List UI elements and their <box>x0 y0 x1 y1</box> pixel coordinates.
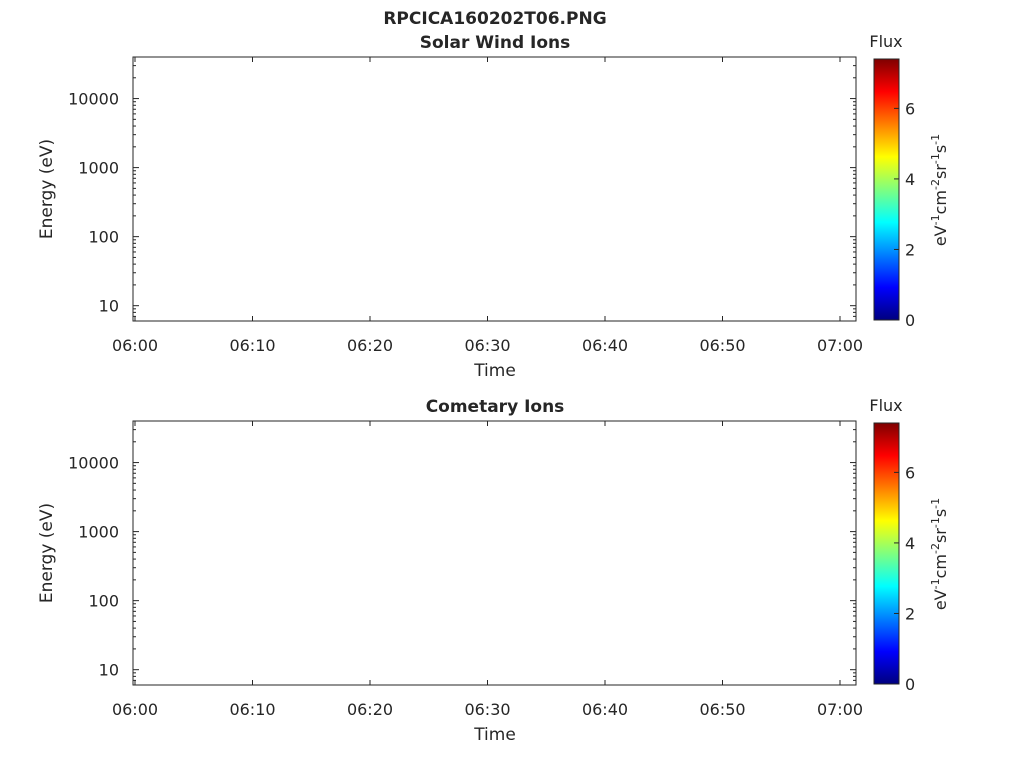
solar-wind-y-tick-label: 10000 <box>68 90 119 109</box>
cometary-y-tick-label: 10000 <box>68 454 119 473</box>
cometary-x-tick-label: 07:00 <box>817 700 863 719</box>
solar-wind-title: Solar Wind Ions <box>420 33 571 53</box>
solar-wind-colorbar-tick-label: 2 <box>905 240 915 259</box>
solar-wind-colorbar-tick-label: 4 <box>905 170 915 189</box>
solar-wind-x-tick-label: 06:50 <box>699 336 745 355</box>
solar-wind-y-tick-label: 10 <box>99 297 119 316</box>
cometary-xlabel: Time <box>473 725 516 745</box>
solar-wind-ylabel: Energy (eV) <box>37 139 57 239</box>
cometary-x-tick-label: 06:50 <box>699 700 745 719</box>
cometary-colorbar-tick-label: 4 <box>905 534 915 553</box>
cometary-y-tick-label: 100 <box>88 592 119 611</box>
cometary-colorbar-unit: eV-1cm-2sr-1s-1 <box>929 498 950 610</box>
solar-wind-ticks: 06:00 06:10 06:20 06:30 06:40 06:50 07:00 10 100… <box>68 56 863 355</box>
cometary-x-tick-label: 06:00 <box>112 700 158 719</box>
solar-wind-colorbar-unit: eV-1cm-2sr-1s-1 <box>929 134 950 246</box>
solar-wind-colorbar-tick-label: 0 <box>905 311 915 330</box>
solar-wind-x-tick-label: 07:00 <box>817 336 863 355</box>
solar-wind-x-tick-label: 06:30 <box>464 336 510 355</box>
cometary-x-tick-label: 06:10 <box>229 700 275 719</box>
cometary-y-tick-label: 1000 <box>78 523 119 542</box>
solar-wind-colorbar-label: Flux <box>869 32 902 51</box>
cometary-ticks: 06:00 06:10 06:20 06:30 06:40 06:50 07:00 10 100… <box>68 420 863 719</box>
cometary-x-tick-label: 06:40 <box>582 700 628 719</box>
cometary-colorbar-ticks: 0 2 4 6 <box>894 463 915 694</box>
cometary-x-tick-label: 06:20 <box>347 700 393 719</box>
solar-wind-colorbar-ticks: 0 2 4 6 <box>894 99 915 330</box>
cometary-title: Cometary Ions <box>426 397 565 417</box>
cometary-axes-box <box>132 420 857 686</box>
cometary-colorbar-tick-label: 6 <box>905 463 915 482</box>
solar-wind-colorbar-tick-label: 6 <box>905 99 915 118</box>
cometary-colorbar-label: Flux <box>869 396 902 415</box>
solar-wind-panel: Solar Wind Ions 06:00 06:10 06:20 06:30 06:4… <box>37 32 950 381</box>
solar-wind-y-tick-label: 100 <box>88 228 119 247</box>
solar-wind-x-tick-label: 06:10 <box>229 336 275 355</box>
cometary-x-tick-label: 06:30 <box>464 700 510 719</box>
cometary-ylabel: Energy (eV) <box>37 503 57 603</box>
solar-wind-y-tick-label: 1000 <box>78 159 119 178</box>
solar-wind-x-tick-label: 06:40 <box>582 336 628 355</box>
solar-wind-xlabel: Time <box>473 361 516 381</box>
cometary-y-tick-label: 10 <box>99 661 119 680</box>
figure-title: RPCICA160202T06.PNG <box>383 9 606 29</box>
cometary-panel: Cometary Ions 06:00 06:10 06:20 06:30 06:40 0… <box>37 396 950 745</box>
cometary-colorbar-tick-label: 0 <box>905 675 915 694</box>
solar-wind-axes-box <box>132 56 857 322</box>
solar-wind-x-tick-label: 06:00 <box>112 336 158 355</box>
solar-wind-colorbar <box>873 58 900 321</box>
cometary-colorbar <box>873 422 900 685</box>
cometary-colorbar-tick-label: 2 <box>905 604 915 623</box>
solar-wind-x-tick-label: 06:20 <box>347 336 393 355</box>
